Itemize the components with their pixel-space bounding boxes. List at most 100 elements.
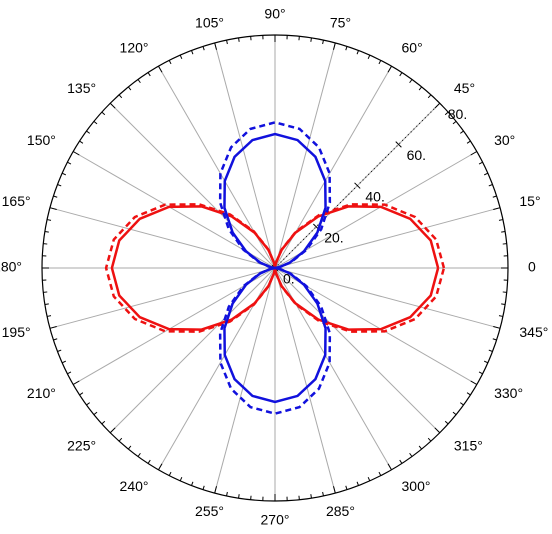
outer-tick <box>158 65 163 73</box>
theta-tick-label: 330° <box>494 385 523 401</box>
outer-tick <box>179 54 183 60</box>
spoke <box>214 42 276 269</box>
outer-tick <box>488 349 493 352</box>
spoke <box>214 267 276 494</box>
outer-tick <box>345 485 348 490</box>
spoke <box>274 151 478 269</box>
outer-tick <box>387 463 392 471</box>
theta-tick-label: 105° <box>195 14 224 30</box>
outer-tick <box>137 79 141 84</box>
outer-tick <box>418 445 423 450</box>
spoke <box>72 267 276 385</box>
outer-tick <box>93 120 98 125</box>
outer-tick <box>378 60 382 65</box>
theta-tick-label: 225° <box>67 438 96 454</box>
theta-tick-label: 15° <box>519 193 540 209</box>
outer-tick <box>44 303 49 305</box>
outer-tick <box>67 161 72 165</box>
spoke <box>274 207 501 269</box>
outer-tick <box>53 195 58 198</box>
outer-tick <box>501 231 506 233</box>
outer-tick <box>61 172 67 176</box>
outer-tick <box>238 494 240 499</box>
outer-tick <box>226 39 228 45</box>
outer-tick <box>452 120 457 125</box>
outer-tick <box>127 445 132 450</box>
outer-tick <box>488 184 493 187</box>
outer-tick <box>238 37 240 42</box>
theta-tick-label: 255° <box>195 503 224 519</box>
outer-tick <box>118 437 123 442</box>
outer-tick <box>418 86 423 91</box>
outer-tick <box>191 50 194 55</box>
theta-tick-label: 300° <box>402 478 431 494</box>
outer-tick <box>409 79 413 84</box>
spoke <box>109 102 276 269</box>
outer-tick <box>498 219 504 221</box>
outer-tick <box>356 50 359 55</box>
outer-tick <box>49 326 57 329</box>
series-line <box>104 203 446 333</box>
outer-tick <box>72 380 80 385</box>
outer-tick <box>310 494 312 499</box>
r-tick-label: 60. <box>407 147 426 163</box>
outer-tick <box>127 86 132 91</box>
outer-tick <box>483 360 489 364</box>
outer-tick <box>46 219 52 221</box>
outer-tick <box>444 111 449 116</box>
outer-tick <box>399 72 403 77</box>
spoke <box>109 267 276 434</box>
theta-tick-label: 165° <box>2 193 31 209</box>
theta-tick-label: 210° <box>27 385 56 401</box>
outer-tick <box>387 65 392 73</box>
theta-tick-label: 30° <box>494 132 515 148</box>
outer-tick <box>492 195 497 198</box>
outer-tick <box>202 46 205 51</box>
outer-tick <box>226 491 228 497</box>
spoke <box>274 267 336 494</box>
outer-tick <box>444 420 449 425</box>
outer-tick <box>67 371 72 375</box>
outer-tick <box>434 102 441 109</box>
outer-tick <box>466 392 471 396</box>
outer-tick <box>478 161 483 165</box>
theta-tick-label: 60° <box>402 40 423 56</box>
theta-tick-label: 75° <box>330 14 351 30</box>
theta-tick-label: 45° <box>454 80 475 96</box>
outer-tick <box>333 486 336 494</box>
outer-tick <box>101 420 106 425</box>
outer-tick <box>57 349 62 352</box>
outer-tick <box>44 231 49 233</box>
outer-tick <box>466 140 471 144</box>
outer-tick <box>191 481 194 486</box>
outer-tick <box>434 427 441 434</box>
outer-tick <box>179 476 183 482</box>
outer-tick <box>49 207 57 210</box>
outer-tick <box>147 72 151 77</box>
outer-tick <box>79 392 84 396</box>
r-tick <box>354 182 361 189</box>
theta-tick-label: 345° <box>519 324 548 340</box>
outer-tick <box>79 140 84 144</box>
outer-tick <box>399 459 403 464</box>
theta-tick-label: 135° <box>67 80 96 96</box>
outer-tick <box>93 411 98 416</box>
outer-tick <box>46 315 52 317</box>
outer-tick <box>109 427 116 434</box>
r-tick <box>395 141 402 148</box>
outer-tick <box>452 411 457 416</box>
outer-tick <box>168 60 172 65</box>
outer-tick <box>409 452 413 457</box>
spoke <box>49 207 276 269</box>
outer-tick <box>118 94 123 99</box>
outer-tick <box>459 402 464 406</box>
outer-tick <box>367 476 371 482</box>
spoke <box>274 42 336 269</box>
outer-tick <box>214 486 217 494</box>
outer-tick <box>478 371 483 375</box>
outer-tick <box>498 315 504 317</box>
outer-tick <box>356 481 359 486</box>
outer-tick <box>61 360 67 364</box>
spoke <box>274 267 478 385</box>
